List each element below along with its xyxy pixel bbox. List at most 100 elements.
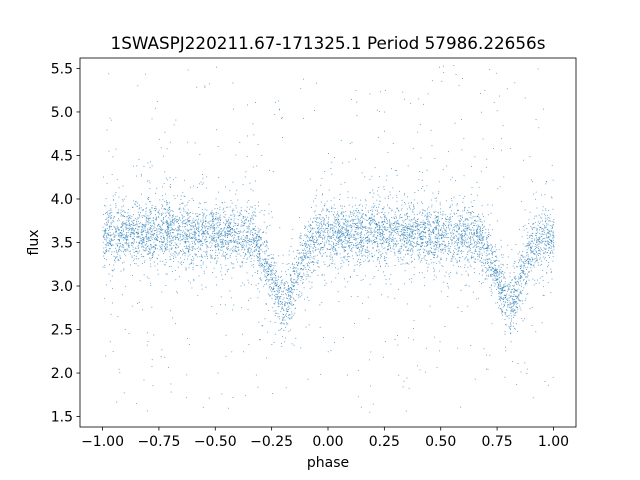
data-point	[228, 231, 230, 233]
data-point	[140, 239, 142, 241]
data-point	[498, 288, 500, 290]
data-point	[508, 300, 510, 302]
data-point	[442, 213, 444, 215]
data-point	[305, 227, 306, 229]
data-point	[200, 267, 202, 269]
data-point	[226, 222, 227, 224]
data-point	[388, 227, 390, 228]
data-point	[216, 227, 218, 229]
data-point	[419, 124, 421, 126]
data-point	[534, 221, 536, 223]
data-point	[282, 299, 284, 301]
data-point	[425, 214, 427, 216]
data-point	[181, 215, 183, 217]
data-point	[163, 222, 165, 224]
data-point	[256, 248, 258, 250]
data-point	[401, 246, 403, 248]
data-point	[486, 234, 488, 236]
data-point	[505, 324, 506, 326]
data-point	[505, 285, 507, 287]
data-point	[236, 261, 238, 263]
data-point	[464, 230, 466, 232]
data-point	[276, 312, 278, 314]
data-point	[162, 195, 163, 197]
data-point	[496, 256, 498, 258]
data-point	[328, 225, 330, 227]
data-point	[489, 235, 491, 236]
data-point	[436, 245, 437, 246]
data-point	[387, 265, 389, 267]
data-point	[364, 237, 366, 239]
data-point	[538, 239, 539, 241]
data-point	[475, 236, 477, 237]
data-point	[476, 239, 478, 241]
data-point	[552, 252, 554, 254]
data-point	[241, 249, 243, 251]
data-point	[547, 250, 549, 251]
data-point	[251, 264, 253, 266]
data-point	[197, 215, 199, 217]
data-point	[299, 263, 301, 265]
data-point	[204, 217, 206, 219]
data-point	[317, 225, 319, 227]
data-point	[361, 222, 363, 224]
data-point	[399, 248, 401, 250]
data-point	[315, 242, 316, 243]
data-point	[293, 264, 295, 266]
data-point	[224, 274, 226, 275]
data-point	[335, 231, 337, 233]
data-point	[238, 232, 240, 234]
data-point	[215, 244, 216, 245]
data-point	[504, 312, 506, 314]
data-point	[553, 235, 555, 237]
data-point	[412, 233, 413, 235]
data-point	[365, 215, 367, 217]
data-point	[127, 228, 129, 230]
data-point	[476, 231, 478, 232]
data-point	[349, 242, 351, 243]
data-point	[233, 216, 235, 217]
data-point	[275, 277, 277, 279]
data-point	[511, 292, 512, 294]
data-point	[167, 229, 169, 231]
data-point	[194, 248, 196, 250]
data-point	[192, 227, 194, 229]
data-point	[531, 263, 532, 265]
data-point	[459, 235, 461, 237]
data-point	[252, 264, 254, 265]
data-point	[166, 246, 168, 248]
data-point	[443, 236, 445, 237]
data-point	[377, 243, 379, 245]
data-point	[313, 256, 315, 257]
data-point	[142, 241, 144, 243]
data-point	[435, 225, 437, 227]
data-point	[542, 233, 544, 235]
data-point	[413, 205, 415, 207]
data-point	[125, 250, 127, 252]
data-point	[329, 259, 331, 261]
data-point	[443, 252, 445, 254]
data-point	[198, 251, 199, 252]
data-point	[422, 234, 424, 236]
data-point	[550, 243, 552, 244]
data-point	[348, 216, 350, 218]
data-point	[188, 241, 190, 243]
data-point	[437, 216, 438, 218]
data-point	[248, 220, 250, 222]
data-point	[376, 238, 377, 240]
data-point	[119, 255, 121, 257]
data-point	[167, 232, 169, 234]
data-point	[282, 336, 283, 338]
data-point	[297, 282, 299, 284]
data-point	[493, 260, 495, 262]
data-point	[349, 143, 351, 145]
data-point	[285, 281, 287, 282]
data-point	[428, 252, 430, 254]
data-point	[552, 376, 554, 378]
data-point	[401, 225, 403, 227]
data-point	[481, 265, 483, 267]
data-point	[111, 221, 113, 223]
data-point	[473, 261, 475, 263]
data-point	[290, 317, 292, 319]
